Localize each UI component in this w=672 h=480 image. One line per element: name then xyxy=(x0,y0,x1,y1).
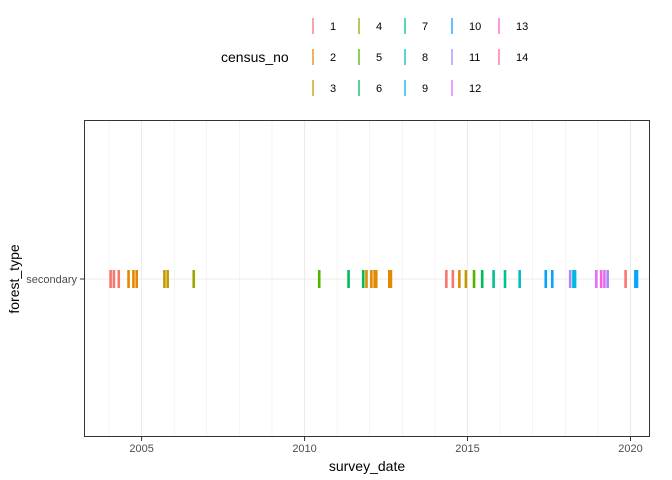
legend-label-1: 1 xyxy=(330,21,336,33)
y-axis-title: forest_type xyxy=(6,244,22,313)
legend-label-14: 14 xyxy=(516,52,528,64)
x-tick-label: 2005 xyxy=(129,443,153,455)
x-tick-label: 2010 xyxy=(292,443,316,455)
legend-label-5: 5 xyxy=(376,52,382,64)
legend-label-3: 3 xyxy=(330,83,336,95)
grid-lines xyxy=(84,120,650,437)
y-tick-label: secondary xyxy=(26,274,77,286)
legend-label-6: 6 xyxy=(376,83,382,95)
y-axis: secondary xyxy=(26,274,84,286)
x-tick-label: 2020 xyxy=(618,443,642,455)
legend-label-7: 7 xyxy=(422,21,428,33)
legend-label-12: 12 xyxy=(469,83,481,95)
x-axis: 2005 2010 2015 2020 xyxy=(129,437,643,455)
legend-label-10: 10 xyxy=(469,21,481,33)
data-marks xyxy=(109,270,639,288)
legend-label-2: 2 xyxy=(330,52,336,64)
x-tick-label: 2015 xyxy=(455,443,479,455)
legend-label-13: 13 xyxy=(516,21,528,33)
legend-label-4: 4 xyxy=(376,21,382,33)
legend-label-9: 9 xyxy=(422,83,428,95)
legend-label-11: 11 xyxy=(469,52,480,64)
panel-border xyxy=(84,120,650,437)
legend-title: census_no xyxy=(221,49,289,65)
plot-panel xyxy=(84,120,650,437)
x-axis-title: survey_date xyxy=(329,458,405,474)
legend-label-8: 8 xyxy=(422,52,428,64)
